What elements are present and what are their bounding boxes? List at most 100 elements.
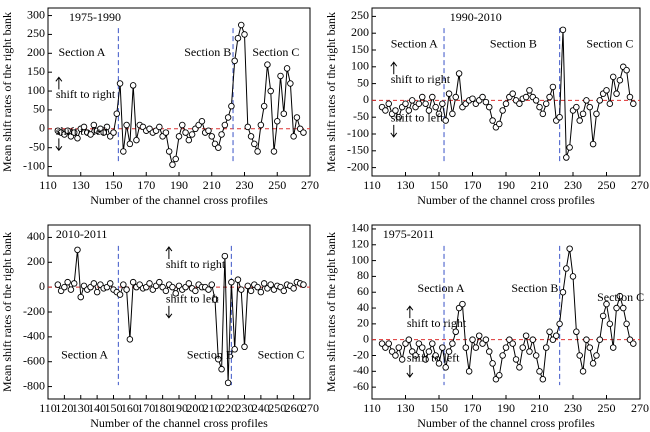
arrow-up [165, 246, 173, 260]
data-point [432, 103, 439, 111]
data-point [589, 140, 597, 148]
data-point [192, 287, 199, 295]
data-point [169, 283, 176, 291]
data-point [120, 281, 127, 288]
y-tick-label: 50 [33, 102, 45, 116]
data-point [257, 121, 265, 129]
data-point [442, 117, 449, 124]
annotation: shift to left [56, 124, 109, 138]
data-point [270, 148, 278, 155]
data-point [257, 288, 265, 296]
arrow-up [55, 76, 63, 90]
data-point [546, 328, 553, 336]
arrow-up [406, 305, 414, 319]
data-point [156, 123, 163, 131]
x-tick-label: 120 [55, 401, 73, 415]
data-point [462, 344, 470, 351]
data-point [569, 273, 577, 280]
data-point [120, 148, 127, 155]
x-tick-label: 150 [430, 401, 448, 415]
annotation: Section A [58, 45, 105, 59]
y-tick-label: -60 [353, 379, 369, 393]
data-point [526, 348, 533, 355]
data-point [287, 80, 294, 87]
data-point [593, 110, 600, 118]
data-point [234, 276, 242, 283]
data-point [116, 291, 124, 298]
data-point [241, 343, 248, 351]
data-point [419, 93, 426, 101]
data-point [455, 70, 463, 77]
data-point [215, 144, 222, 151]
data-point [539, 375, 547, 383]
x-tick-label: 130 [397, 401, 415, 415]
annotation: Section C [597, 290, 644, 304]
data-point [603, 300, 610, 308]
data-point [385, 340, 393, 347]
data-point [449, 110, 456, 118]
panel: 1101201301401501601701801902002102202302… [0, 224, 319, 430]
y-tick-label: 250 [351, 8, 369, 22]
data-point [126, 140, 134, 148]
x-tick-label: 250 [598, 401, 616, 415]
y-tick-label: -50 [29, 139, 45, 153]
annotation: Section B [490, 37, 537, 51]
x-tick-label: 210 [203, 401, 221, 415]
data-point [532, 352, 540, 359]
data-point [290, 133, 297, 140]
x-axis-label: Number of the channel cross profiles [90, 193, 268, 207]
y-tick-label: 150 [27, 64, 45, 78]
data-point [218, 131, 225, 138]
data-point [241, 31, 248, 38]
y-tick-label: -200 [23, 304, 45, 318]
data-point [623, 320, 630, 328]
data-point [267, 281, 274, 288]
y-axis-label: Mean shift rates of the right bank [324, 232, 338, 392]
data-point [133, 136, 140, 144]
arrow-down [165, 305, 173, 319]
data-point [425, 348, 433, 355]
data-point [593, 352, 600, 359]
data-point [439, 100, 446, 108]
data-point [224, 379, 232, 387]
data-point [563, 265, 570, 272]
x-tick-label: 200 [186, 401, 204, 415]
data-point [419, 344, 426, 351]
data-point [274, 118, 281, 125]
data-point [405, 336, 413, 343]
y-tick-label: 200 [351, 25, 369, 39]
data-point [522, 332, 530, 339]
data-point [264, 61, 271, 68]
x-tick-label: 130 [72, 401, 90, 415]
y-tick-label: 200 [27, 254, 45, 268]
data-point [205, 127, 212, 134]
data-point [228, 102, 235, 110]
data-point [224, 114, 232, 121]
data-point [452, 328, 460, 336]
y-tick-label: 200 [27, 45, 45, 59]
data-point [623, 66, 630, 74]
data-point [609, 344, 617, 351]
y-tick-label: -800 [23, 378, 45, 392]
data-point [87, 131, 94, 138]
data-point [482, 336, 490, 343]
x-tick-label: 190 [170, 178, 188, 192]
data-point [609, 73, 617, 81]
data-point [489, 360, 496, 367]
data-point [620, 304, 627, 312]
panel-title: 1975-2011 [383, 227, 435, 241]
y-tick-label: -150 [347, 143, 369, 157]
data-point [546, 93, 553, 101]
x-tick-label: 170 [464, 178, 482, 192]
data-point [162, 129, 170, 136]
x-tick-label: 180 [154, 401, 172, 415]
x-tick-label: 170 [464, 401, 482, 415]
y-tick-label: -50 [353, 109, 369, 123]
data-point [589, 360, 597, 367]
data-point [586, 344, 594, 351]
data-point [408, 97, 416, 104]
data-point [425, 107, 433, 114]
annotation: Section C [586, 37, 633, 51]
data-point [169, 161, 176, 168]
data-point [626, 93, 634, 101]
